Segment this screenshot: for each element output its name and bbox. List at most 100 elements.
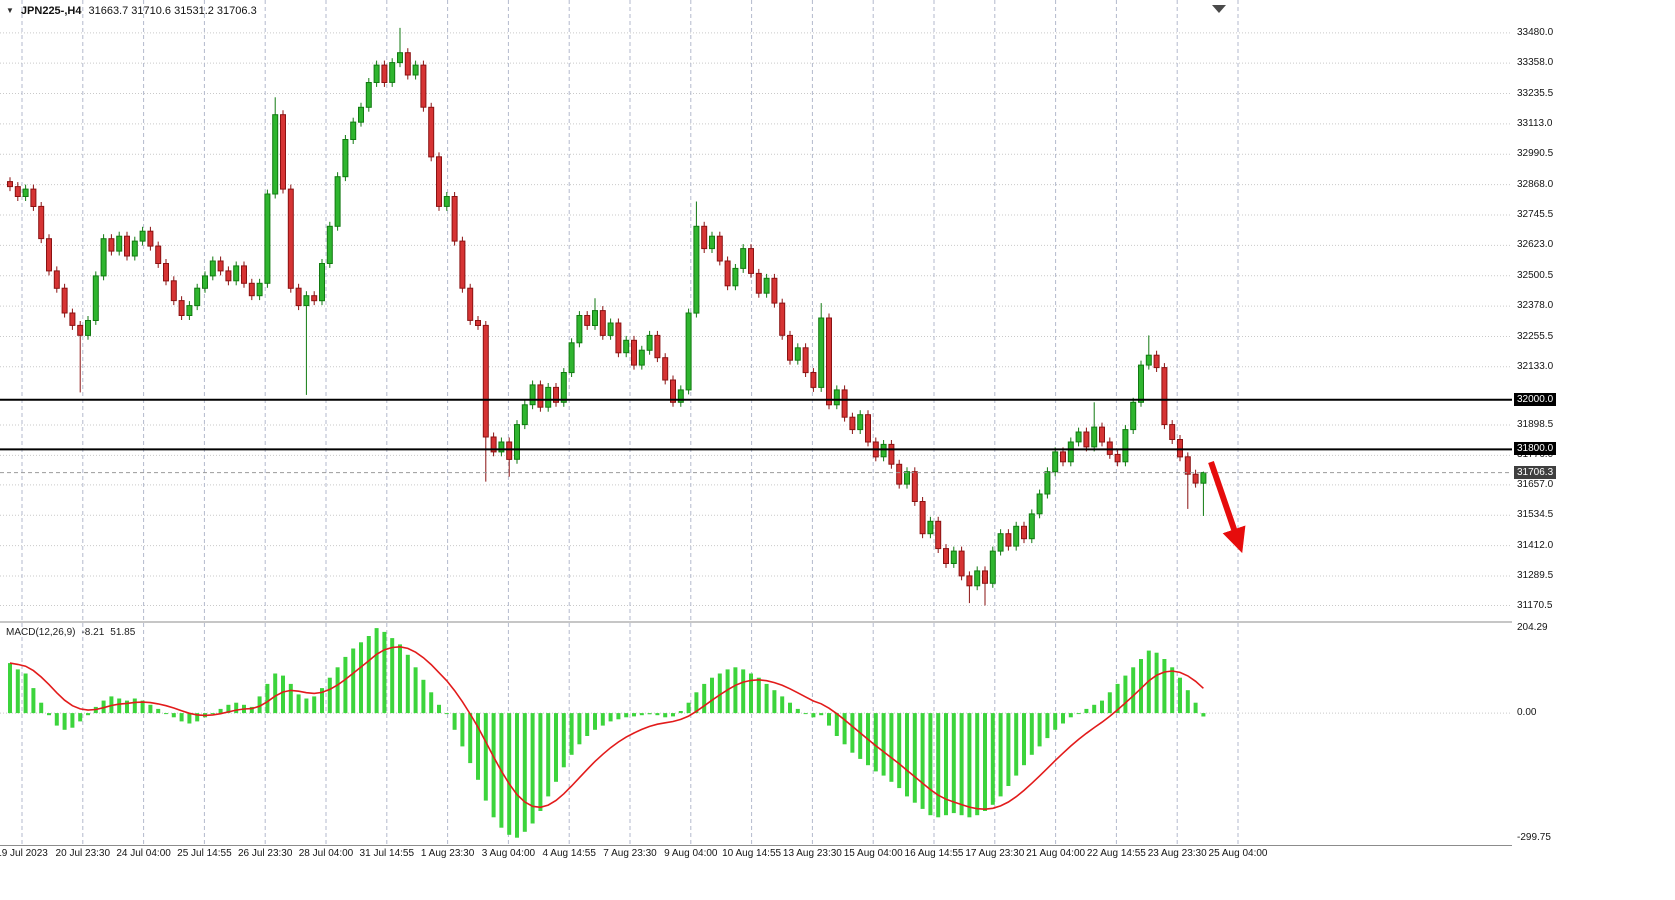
time-axis-label: 9 Aug 04:00 (664, 848, 718, 859)
candle-body (124, 235, 130, 257)
candle-body (826, 317, 832, 406)
candle-body (1044, 471, 1051, 495)
candle-body (155, 245, 162, 265)
time-axis-label: 15 Aug 04:00 (843, 848, 903, 859)
candle-body (264, 193, 271, 284)
price-axis-label: 32623.0 (1517, 239, 1554, 251)
candle-body (1075, 431, 1082, 443)
macd-name: MACD(12,26,9) (6, 627, 76, 638)
candle-body (623, 339, 630, 354)
candle-body (61, 287, 68, 314)
time-axis-label: 16 Aug 14:55 (904, 848, 964, 859)
time-axis-label: 4 Aug 14:55 (542, 848, 596, 859)
candle-body (280, 114, 286, 190)
candle-body (935, 520, 942, 550)
candle-body (1145, 354, 1152, 366)
candle-body (420, 64, 427, 108)
candle-body (1122, 429, 1129, 463)
candle-body (779, 302, 786, 336)
candle-body (1091, 426, 1098, 448)
price-axis[interactable]: 33480.0 33358.0 33235.5 33113.0 32990.5 32868… (1512, 0, 1675, 862)
candlestick-series (7, 27, 1207, 606)
candle-body (30, 188, 37, 208)
time-axis[interactable]: 19 Jul 2023 20 Jul 23:30 24 Jul 04:00 25 Ju… (0, 846, 1512, 862)
candle-body (974, 570, 981, 587)
candle-body (545, 386, 552, 408)
ohlc-values: 31663.7 31710.6 31531.2 31706.3 (88, 5, 257, 17)
vertical-gridlines (21, 0, 1239, 845)
candle-body (404, 52, 411, 76)
candle-body (248, 282, 255, 297)
candle-body (607, 322, 614, 336)
candle-body (982, 570, 988, 584)
price-axis-label: 32378.0 (1517, 300, 1554, 312)
candle-body (709, 235, 715, 250)
candle-body (1114, 453, 1121, 463)
candle-body (1200, 472, 1207, 484)
candle-body (69, 312, 76, 326)
price-axis-label: 32868.0 (1517, 178, 1554, 190)
time-axis-label: 7 Aug 23:30 (603, 848, 657, 859)
candle-body (654, 334, 661, 359)
candle-body (1106, 441, 1113, 455)
candle-body (553, 386, 559, 403)
macd-histogram (8, 628, 1206, 838)
candle-body (365, 82, 372, 108)
candle-body (1161, 367, 1168, 426)
time-axis-label: 17 Aug 23:30 (965, 848, 1025, 859)
candle-body (342, 139, 349, 178)
candle-body (506, 441, 513, 460)
price-axis-label: 32255.5 (1517, 330, 1554, 342)
candle-body (521, 404, 528, 426)
candle-body (139, 230, 146, 242)
candle-body (350, 121, 357, 140)
trend-arrow-annotation[interactable] (1208, 461, 1246, 554)
macd-axis-label: -299.75 (1517, 832, 1551, 843)
candle-body (7, 181, 13, 188)
candle-body (1028, 513, 1035, 540)
candle-body (631, 339, 637, 366)
candle-body (771, 277, 778, 304)
candle-body (147, 230, 154, 247)
candle-body (397, 52, 403, 64)
candle-body (14, 186, 21, 198)
candle-body (186, 305, 193, 317)
time-axis-label: 3 Aug 04:00 (481, 848, 536, 859)
candle-body (748, 248, 754, 274)
candle-body (787, 334, 793, 361)
chart-shift-marker[interactable] (1212, 5, 1226, 13)
candle-body (989, 550, 996, 584)
candle-body (599, 310, 606, 336)
candle-body (1036, 493, 1043, 515)
candle-body (1130, 401, 1137, 431)
time-axis-label: 20 Jul 23:30 (55, 848, 111, 859)
time-axis-label: 24 Jul 04:00 (116, 848, 171, 859)
candle-body (287, 188, 294, 289)
candle-body (233, 265, 240, 282)
candle-body (849, 416, 856, 431)
price-axis-label: 31534.5 (1517, 509, 1554, 521)
time-axis-label: 10 Aug 14:55 (722, 848, 782, 859)
candle-body (833, 389, 840, 406)
candle-body (77, 324, 84, 336)
candle-body (646, 334, 653, 351)
candle-body (459, 240, 466, 289)
candle-body (1052, 451, 1059, 473)
candle-body (209, 260, 216, 277)
candle-body (888, 443, 895, 465)
candle-body (178, 300, 185, 317)
candle-body (943, 548, 949, 564)
candle-body (389, 62, 396, 83)
candle-body (794, 347, 801, 361)
candle-body (443, 196, 450, 207)
dropdown-triangle-icon[interactable]: ▼ (6, 6, 14, 15)
candle-body (1138, 364, 1144, 403)
candle-body (1067, 441, 1074, 463)
price-axis-label: 31412.0 (1517, 539, 1554, 551)
candle-body (373, 64, 380, 83)
macd-axis-label: 0.00 (1517, 707, 1537, 719)
candle-body (170, 280, 177, 302)
candle-body (272, 114, 279, 195)
